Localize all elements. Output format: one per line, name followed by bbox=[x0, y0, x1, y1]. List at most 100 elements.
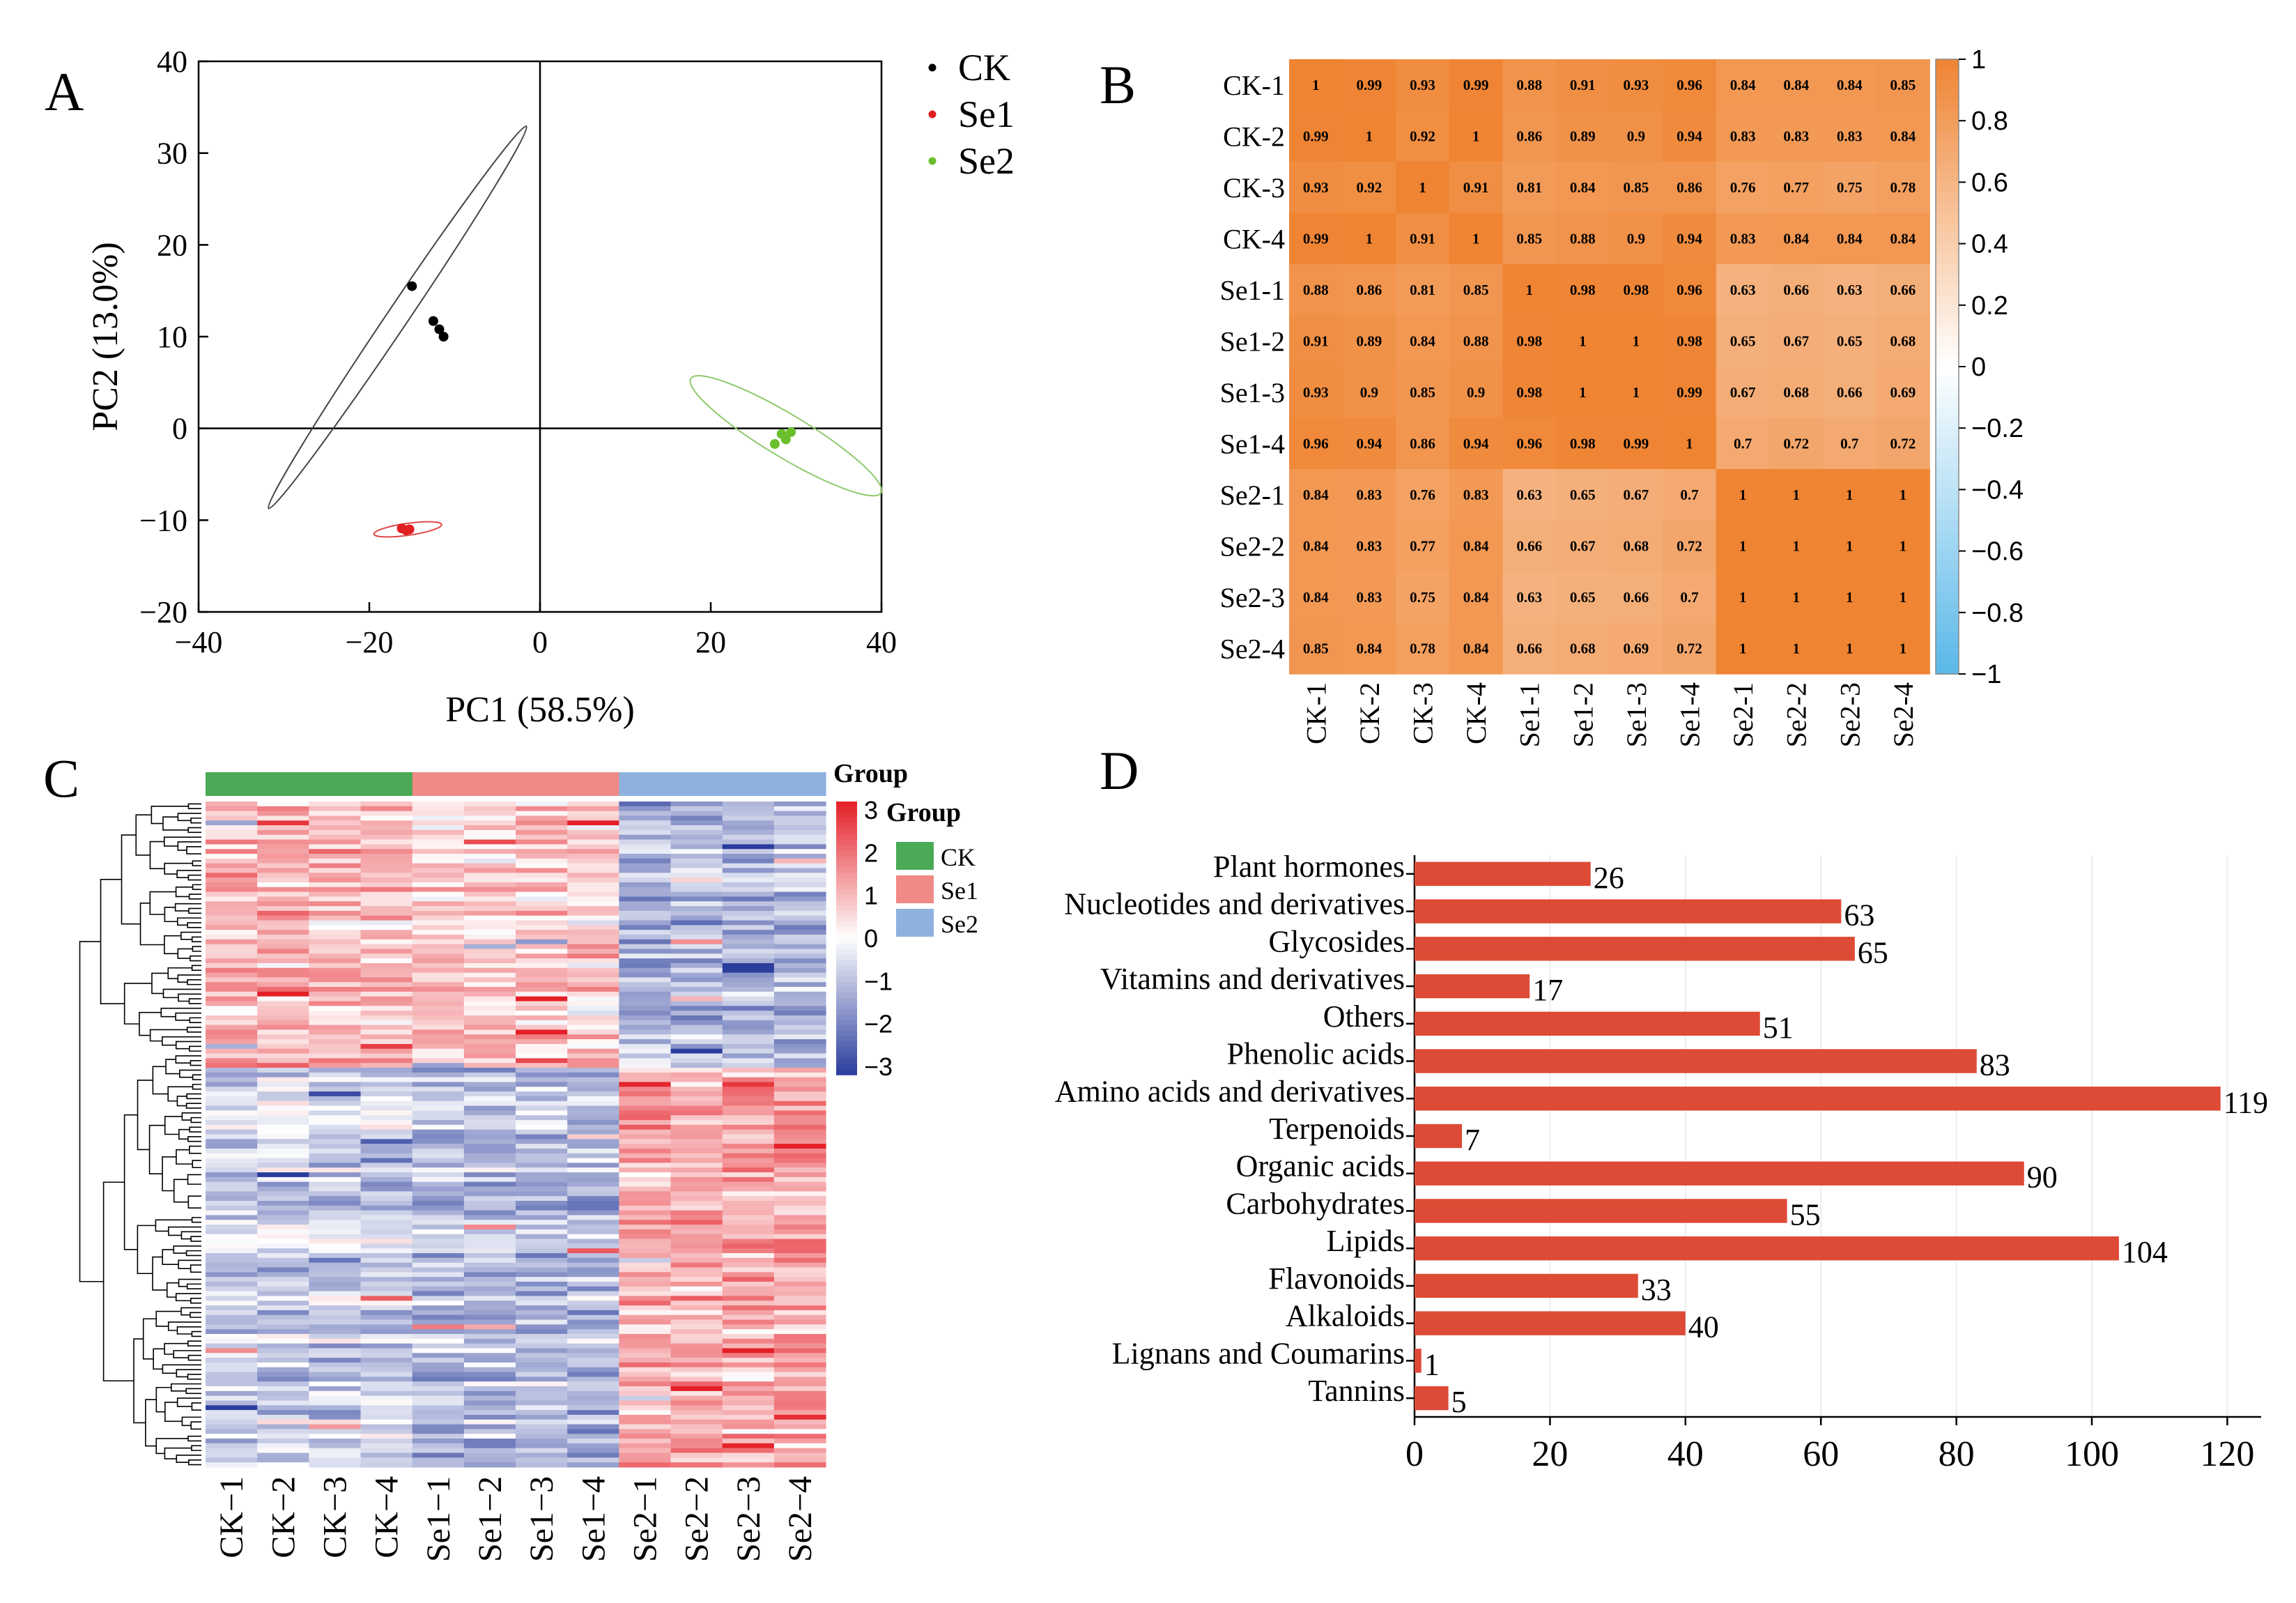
heatmap-cell bbox=[722, 1025, 775, 1031]
corr-cell-value: 0.76 bbox=[1410, 486, 1435, 503]
heatmap-cell bbox=[619, 1196, 672, 1202]
heatmap-cell bbox=[463, 1100, 516, 1107]
heatmap-cell bbox=[722, 962, 775, 969]
heatmap-cell bbox=[670, 1462, 723, 1468]
heatmap-cell bbox=[670, 815, 723, 821]
heatmap-cell bbox=[463, 1443, 516, 1449]
heatmap-cell bbox=[309, 1234, 362, 1240]
heatmap-cell bbox=[309, 1353, 362, 1358]
heatmap-cell bbox=[516, 1006, 568, 1011]
heatmap-cell bbox=[516, 1100, 568, 1107]
heatmap-cell bbox=[773, 915, 826, 921]
heatmap-cell bbox=[206, 1181, 258, 1188]
heatmap-scale-segment bbox=[836, 834, 857, 841]
corr-cell bbox=[1876, 520, 1930, 572]
heatmap-cell bbox=[206, 887, 258, 893]
heatmap-scale-segment bbox=[836, 987, 857, 994]
corr-cell-value: 0.96 bbox=[1516, 435, 1542, 452]
corr-cell bbox=[1876, 59, 1930, 112]
corr-column-label: Se1-1 bbox=[1514, 682, 1546, 747]
pca-y-tick-label: 20 bbox=[157, 228, 187, 262]
heatmap-cell bbox=[309, 825, 362, 831]
dendrogram-branch bbox=[165, 1059, 180, 1075]
heatmap-cell bbox=[412, 949, 465, 954]
heatmap-cell bbox=[206, 873, 258, 878]
heatmap-cell bbox=[516, 1063, 568, 1068]
heatmap-cell bbox=[619, 1390, 672, 1397]
heatmap-cell bbox=[567, 1124, 619, 1130]
heatmap-cell bbox=[257, 1305, 309, 1311]
heatmap-cell bbox=[309, 1243, 362, 1249]
heatmap-cell bbox=[670, 920, 723, 926]
heatmap-cell bbox=[412, 1172, 465, 1178]
heatmap-cell bbox=[309, 1262, 362, 1268]
heatmap-cell bbox=[360, 1390, 413, 1397]
corr-colorbar-segment bbox=[1936, 162, 1959, 173]
dendrogram-branch bbox=[135, 814, 152, 856]
heatmap-cell bbox=[309, 1367, 362, 1373]
corr-cell bbox=[1449, 622, 1503, 675]
heatmap-cell bbox=[516, 1400, 568, 1406]
corr-colorbar-segment bbox=[1936, 417, 1959, 429]
heatmap-cell bbox=[567, 1087, 619, 1092]
heatmap-cell bbox=[309, 958, 362, 964]
heatmap-cell bbox=[722, 915, 775, 921]
heatmap-cell bbox=[412, 1096, 465, 1102]
corr-cell-value: 0.75 bbox=[1837, 179, 1863, 196]
heatmap-cell bbox=[670, 930, 723, 935]
heatmap-cell bbox=[412, 1034, 465, 1040]
heatmap-cell bbox=[360, 1129, 413, 1135]
heatmap-cell bbox=[516, 1238, 568, 1244]
heatmap-cell bbox=[412, 1372, 465, 1377]
heatmap-cell bbox=[722, 868, 775, 873]
heatmap-cell bbox=[463, 1257, 516, 1264]
corr-colorbar-segment bbox=[1936, 612, 1959, 624]
heatmap-cell bbox=[773, 1448, 826, 1454]
heatmap-cell bbox=[360, 1324, 413, 1330]
heatmap-cell bbox=[619, 820, 672, 826]
heatmap-cell bbox=[257, 1281, 309, 1287]
heatmap-cell bbox=[360, 834, 413, 841]
heatmap-cell bbox=[619, 1191, 672, 1197]
heatmap-cell bbox=[670, 1077, 723, 1083]
heatmap-cell bbox=[567, 1129, 619, 1135]
heatmap-cell bbox=[619, 811, 672, 817]
heatmap-cell bbox=[567, 1001, 619, 1006]
corr-row-label: Se2-1 bbox=[1220, 480, 1285, 511]
heatmap-cell bbox=[257, 1291, 309, 1297]
corr-cell-value: 0.84 bbox=[1303, 589, 1329, 606]
heatmap-cell bbox=[206, 1439, 258, 1444]
heatmap-cell bbox=[206, 829, 258, 836]
corr-cell bbox=[1449, 367, 1503, 419]
heatmap-cell bbox=[360, 1348, 413, 1353]
heatmap-cell bbox=[206, 953, 258, 959]
heatmap-cell bbox=[670, 1220, 723, 1225]
heatmap-cell bbox=[206, 1158, 258, 1164]
heatmap-cell bbox=[360, 1229, 413, 1235]
heatmap-cell bbox=[619, 1120, 672, 1126]
dendrogram-branch bbox=[192, 884, 201, 890]
heatmap-cell bbox=[670, 858, 723, 864]
heatmap-scale-segment bbox=[836, 1041, 857, 1048]
heatmap-cell bbox=[206, 901, 258, 907]
heatmap-cell bbox=[619, 1163, 672, 1168]
bar-category-label: Terpenoids bbox=[1269, 1112, 1405, 1146]
heatmap-cell bbox=[722, 1191, 775, 1197]
heatmap-cell bbox=[722, 1115, 775, 1121]
heatmap-cell bbox=[309, 1439, 362, 1444]
heatmap-cell bbox=[670, 1158, 723, 1164]
heatmap-cell bbox=[516, 868, 568, 873]
heatmap-cell bbox=[773, 1267, 826, 1273]
heatmap-cell bbox=[463, 858, 516, 864]
corr-cell-value: 0.99 bbox=[1303, 128, 1329, 144]
heatmap-cell bbox=[773, 958, 826, 964]
heatmap-cell bbox=[516, 802, 568, 807]
heatmap-cell bbox=[412, 1124, 465, 1130]
heatmap-cell bbox=[309, 962, 362, 969]
heatmap-cell bbox=[463, 1372, 516, 1377]
heatmap-cell bbox=[670, 849, 723, 854]
heatmap-cell bbox=[309, 1082, 362, 1087]
heatmap-cell bbox=[773, 1011, 826, 1016]
heatmap-cell bbox=[257, 1439, 309, 1444]
heatmap-cell bbox=[412, 996, 465, 1002]
